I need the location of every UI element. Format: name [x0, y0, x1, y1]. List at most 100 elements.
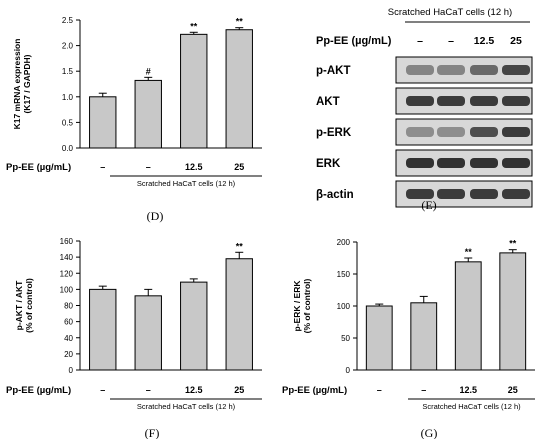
x-tick-label: – — [421, 385, 426, 395]
blot-band — [437, 127, 465, 137]
significance-marker: ** — [509, 239, 517, 249]
y-tick-label: 0 — [69, 366, 74, 375]
group-label: Scratched HaCaT cells (12 h) — [422, 402, 521, 411]
y-axis-label-line2: (% of control) — [24, 278, 34, 333]
blot-band — [406, 127, 434, 137]
y-axis-label-line1: p-AKT / AKT — [14, 280, 24, 331]
y-tick-label: 40 — [64, 334, 73, 343]
blot-band — [470, 127, 498, 137]
blot-band — [502, 65, 530, 75]
x-tick-label: 25 — [234, 162, 244, 172]
blot-strip — [395, 118, 533, 146]
x-tick-label: 12.5 — [185, 385, 203, 395]
y-tick-label: 150 — [337, 270, 351, 279]
blot-band — [502, 158, 530, 168]
y-tick-label: 0.5 — [62, 118, 74, 127]
treatment-label: Pp-EE (µg/mL) — [6, 385, 71, 396]
panel-d-chart: 0.0 0.5 1.0 1.5 2.0 2.5 K17 mRNA expression (K1… — [6, 16, 262, 188]
y-tick-label: 1.0 — [62, 93, 74, 102]
y-axis-label-line1: p-ERK / ERK — [292, 280, 302, 332]
significance-marker: ** — [190, 21, 198, 31]
blot-band — [470, 65, 498, 75]
blot-lane-label: 25 — [510, 35, 522, 47]
x-tick-label: 12.5 — [459, 385, 477, 395]
y-tick-label: 60 — [64, 318, 73, 327]
blot-band — [406, 189, 434, 199]
significance-marker: ** — [236, 17, 244, 27]
y-tick-label: 120 — [60, 269, 74, 278]
y-tick-label: 100 — [337, 302, 351, 311]
blot-treatment-label: Pp-EE (µg/mL) — [316, 35, 392, 47]
panel-f-label: (F) — [145, 426, 160, 439]
y-tick-label: 2.0 — [62, 42, 74, 51]
y-tick-label: 80 — [64, 302, 73, 311]
panel-d-label: (D) — [147, 209, 164, 223]
y-tick-label: 100 — [60, 285, 74, 294]
bar — [225, 29, 253, 149]
blot-band — [470, 189, 498, 199]
y-tick-label: 20 — [64, 350, 73, 359]
bar — [365, 305, 393, 371]
y-tick-label: 1.5 — [62, 67, 74, 76]
panel-f-chart: 0 20 40 60 80 100 120 140 160 p-AKT / AKT (% of co… — [6, 237, 262, 411]
bar — [454, 261, 482, 371]
x-tick-label: – — [146, 385, 151, 395]
panel-e-blot: Scratched HaCaT cells (12 h) Pp-EE (µg/m… — [316, 7, 533, 208]
blot-row-label: AKT — [316, 96, 340, 108]
x-tick-label: 25 — [508, 385, 518, 395]
x-tick-label: – — [377, 385, 382, 395]
significance-marker: ** — [465, 247, 473, 257]
x-tick-label: 12.5 — [185, 162, 203, 172]
y-tick-label: 160 — [60, 237, 74, 246]
blot-band — [502, 127, 530, 137]
bar — [89, 288, 117, 371]
panel-e-label: (E) — [421, 198, 436, 212]
bar — [225, 258, 253, 371]
blot-lane-label: 12.5 — [474, 35, 495, 47]
blot-band — [406, 158, 434, 168]
blot-band — [406, 65, 434, 75]
treatment-label: Pp-EE (µg/mL) — [282, 385, 347, 396]
bar — [410, 302, 438, 371]
blot-row-label: β-actin — [316, 189, 354, 201]
blot-row-label: p-ERK — [316, 127, 352, 139]
blot-band — [502, 189, 530, 199]
bar — [180, 281, 208, 371]
blot-band — [437, 158, 465, 168]
x-tick-label: 25 — [234, 385, 244, 395]
blot-lane-label: – — [417, 35, 423, 47]
bar — [180, 33, 208, 149]
panel-g-label: (G) — [421, 426, 438, 439]
significance-marker: ** — [236, 241, 244, 251]
blot-group-label: Scratched HaCaT cells (12 h) — [388, 7, 512, 18]
x-tick-label: – — [100, 385, 105, 395]
y-axis-label-line2: (% of control) — [302, 278, 312, 333]
x-tick-label: – — [100, 162, 105, 172]
bar — [499, 252, 527, 371]
bar — [134, 295, 162, 371]
panel-g-chart: 0 50 100 150 200 p-ERK / ERK (% of control) – – *… — [282, 238, 535, 411]
blot-lane-label: – — [448, 35, 454, 47]
blot-band — [406, 96, 434, 106]
blot-row-label: ERK — [316, 158, 341, 170]
blot-band — [470, 96, 498, 106]
y-tick-label: 0 — [346, 366, 351, 375]
treatment-label: Pp-EE (µg/mL) — [6, 162, 71, 173]
significance-marker: # — [146, 66, 151, 76]
group-label: Scratched HaCaT cells (12 h) — [137, 179, 236, 188]
y-tick-label: 0.0 — [62, 144, 74, 153]
y-axis-label-line2: (K17 / GAPDH) — [22, 54, 32, 113]
y-tick-label: 2.5 — [62, 16, 74, 25]
blot-band — [470, 158, 498, 168]
blot-band — [502, 96, 530, 106]
blot-row-label: p-AKT — [316, 65, 351, 77]
bar — [134, 79, 162, 149]
group-label: Scratched HaCaT cells (12 h) — [137, 402, 236, 411]
y-axis-label-line1: K17 mRNA expression — [12, 39, 22, 130]
y-tick-label: 50 — [341, 334, 350, 343]
y-tick-label: 140 — [60, 253, 74, 262]
y-tick-label: 200 — [337, 238, 351, 247]
blot-band — [437, 65, 465, 75]
bar — [89, 96, 117, 149]
